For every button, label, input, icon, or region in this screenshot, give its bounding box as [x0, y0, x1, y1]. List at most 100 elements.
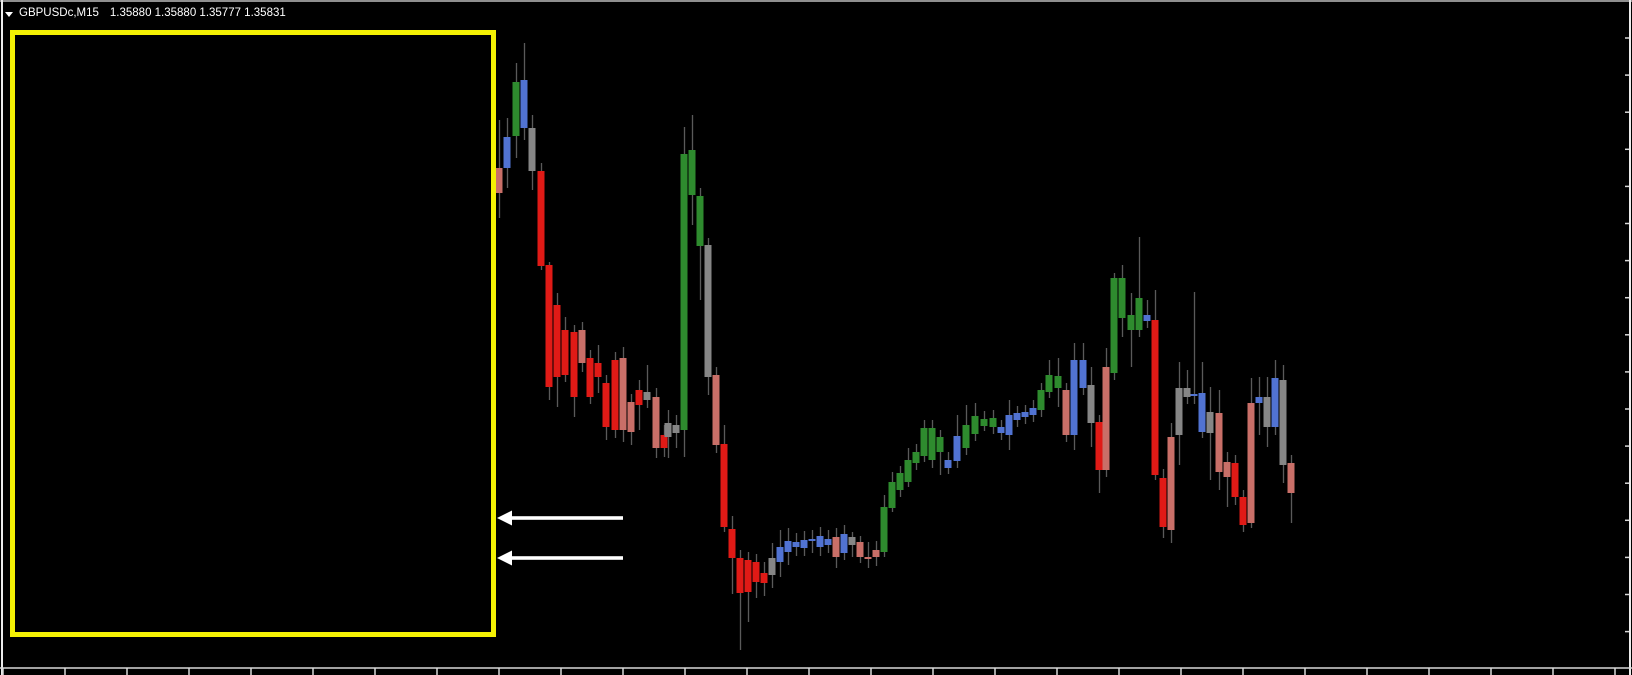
candle — [611, 360, 619, 430]
candle — [1143, 315, 1151, 321]
bottom-time-axis — [0, 667, 1632, 675]
candle — [997, 427, 1005, 433]
candle — [768, 558, 776, 575]
candle — [1037, 390, 1045, 410]
candle — [1005, 415, 1013, 435]
rectangle-annotation[interactable] — [10, 30, 496, 637]
candle — [1231, 463, 1239, 497]
candle — [1279, 380, 1287, 465]
candle — [528, 128, 536, 171]
candle — [660, 435, 668, 448]
candle — [1087, 385, 1095, 423]
candle — [520, 80, 528, 128]
candle — [1070, 360, 1078, 435]
candle — [1190, 394, 1198, 396]
candle — [627, 402, 635, 432]
candle — [928, 428, 936, 460]
candle — [1247, 403, 1255, 523]
candle — [1079, 360, 1087, 388]
candle — [1110, 278, 1118, 373]
candle — [840, 534, 848, 553]
candle — [1013, 413, 1021, 420]
candle — [962, 425, 970, 448]
candle — [800, 540, 808, 548]
candle — [888, 482, 896, 508]
candle — [989, 418, 997, 427]
candle — [784, 541, 792, 552]
candle — [1287, 463, 1295, 493]
candle — [688, 150, 696, 195]
candle — [1118, 278, 1126, 318]
right-price-scale-ticks — [1625, 37, 1629, 633]
candle — [495, 168, 503, 193]
candle — [848, 537, 856, 545]
candle — [652, 397, 660, 448]
arrow-shaft — [510, 556, 623, 560]
arrow-head-icon — [497, 510, 512, 526]
candle — [953, 436, 961, 461]
candles-layer — [495, 43, 1295, 650]
candle — [864, 557, 872, 559]
candle — [896, 473, 904, 490]
candle — [586, 358, 594, 397]
candle — [1223, 462, 1231, 477]
candle — [1095, 422, 1103, 470]
candle — [1021, 412, 1029, 417]
candle — [704, 245, 712, 377]
candle — [712, 375, 720, 445]
window-top-border — [0, 0, 1632, 2]
candle — [1062, 390, 1070, 435]
symbol-period-label[interactable]: GBPUSDc,M15 — [19, 7, 99, 19]
candle — [880, 507, 888, 552]
candle — [602, 383, 610, 427]
candle — [971, 416, 979, 434]
left-arrow-annotation[interactable] — [497, 510, 623, 526]
candle — [672, 425, 680, 433]
candle — [1054, 376, 1062, 388]
candle — [1255, 397, 1263, 403]
candle — [545, 265, 553, 387]
candle — [824, 539, 832, 545]
candle — [664, 423, 672, 437]
candle — [1198, 393, 1206, 432]
arrow-shaft — [510, 516, 623, 520]
candle — [744, 560, 752, 592]
candle — [944, 460, 952, 468]
candle — [537, 171, 545, 266]
candle — [570, 332, 578, 397]
candle — [578, 330, 586, 363]
candle — [512, 82, 520, 136]
candle — [872, 550, 880, 557]
candle — [1159, 478, 1167, 527]
candle — [503, 137, 511, 168]
candle — [752, 562, 760, 582]
symbol-dropdown-icon[interactable] — [5, 11, 13, 17]
candle — [1127, 315, 1135, 330]
candle — [736, 558, 744, 593]
candle — [760, 573, 768, 583]
candle — [553, 305, 561, 377]
candle — [808, 539, 816, 541]
candle — [776, 547, 784, 562]
candle — [561, 330, 569, 375]
window-right-border — [1629, 0, 1631, 675]
candle — [619, 358, 627, 430]
candle — [635, 390, 643, 405]
candle — [856, 542, 864, 557]
candle — [936, 437, 944, 452]
candle — [816, 536, 824, 547]
candle — [720, 444, 728, 527]
candle — [1239, 497, 1247, 525]
candle — [904, 460, 912, 482]
left-arrow-annotation[interactable] — [497, 550, 623, 566]
candle — [1167, 437, 1175, 530]
candle — [1183, 388, 1191, 397]
candle — [1263, 397, 1271, 427]
candle — [1151, 320, 1159, 475]
candle — [1135, 298, 1143, 330]
candle — [1102, 367, 1110, 470]
window-left-border — [1, 0, 3, 675]
candle — [980, 419, 988, 426]
